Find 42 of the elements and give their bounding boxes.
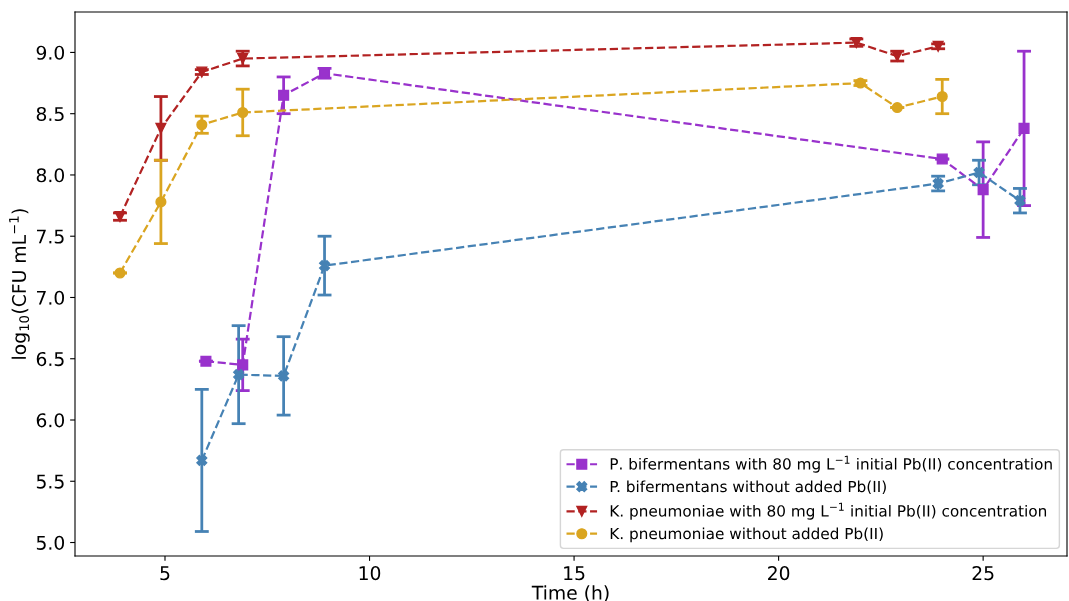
x-tick-label: 20 bbox=[768, 566, 790, 581]
point bbox=[200, 355, 212, 367]
point bbox=[114, 267, 126, 279]
x-tick-label: 5 bbox=[160, 566, 170, 581]
point bbox=[196, 119, 208, 131]
y-tick-label: 8.5 bbox=[36, 106, 64, 122]
point bbox=[936, 90, 948, 103]
y-tick-label: 9.0 bbox=[36, 45, 65, 60]
y-tick-label: 8.0 bbox=[36, 168, 65, 183]
x-tick-label: 10 bbox=[359, 566, 381, 581]
point bbox=[891, 102, 903, 114]
y-tick-label: 6.0 bbox=[36, 413, 65, 428]
point bbox=[155, 196, 167, 208]
y-tick-label: 7.5 bbox=[37, 229, 64, 244]
point bbox=[196, 454, 208, 466]
legend-label: K. pneumoniae with 80 mg L$^{−1}$ initial Pb(II) concentration bbox=[610, 502, 1047, 520]
legend-label: P. bifermentans without added Pb(II) bbox=[610, 480, 886, 495]
point bbox=[977, 184, 989, 196]
y-tick-label: 6.5 bbox=[36, 351, 64, 367]
x-tick-label: 15 bbox=[564, 566, 585, 581]
legend-label: K. pneumoniae without added Pb(II) bbox=[610, 527, 883, 543]
point bbox=[278, 370, 290, 382]
y-tick-label: 7.0 bbox=[37, 290, 65, 305]
point bbox=[278, 89, 290, 101]
y-tick-label: 5.5 bbox=[36, 474, 64, 489]
point bbox=[233, 369, 245, 381]
point bbox=[155, 122, 167, 134]
point bbox=[196, 66, 208, 78]
point bbox=[932, 40, 944, 52]
point bbox=[1018, 122, 1030, 134]
y-tick-label: 5.0 bbox=[36, 535, 65, 550]
point bbox=[854, 77, 866, 89]
point bbox=[237, 106, 249, 119]
point bbox=[318, 260, 331, 272]
point bbox=[237, 359, 249, 371]
point bbox=[936, 153, 948, 165]
point bbox=[1014, 195, 1026, 207]
x-tick-label: 25 bbox=[972, 566, 994, 581]
x-axis-title: Time (h) bbox=[531, 585, 609, 601]
legend-label: P. bifermentans with 80 mg L$^{−1}$ initial Pb(II) concentration bbox=[610, 455, 1052, 473]
point bbox=[237, 53, 249, 65]
y-axis-title: log$_{10}$(CFU mL$^{−1}$) bbox=[9, 209, 30, 359]
